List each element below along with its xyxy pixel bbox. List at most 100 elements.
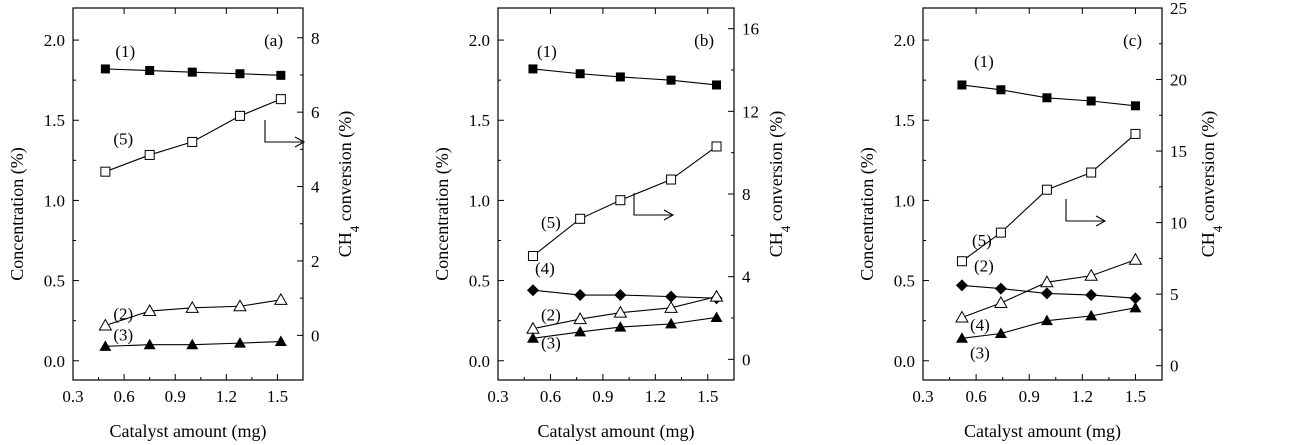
data-point: [233, 337, 246, 348]
data-point: [526, 284, 539, 297]
data-point: [1128, 252, 1143, 265]
data-point: [1041, 184, 1052, 195]
data-point: [995, 227, 1006, 238]
series-label: (5): [541, 213, 561, 232]
y-left-tick-label: 2.0: [44, 31, 65, 50]
data-point: [1042, 93, 1052, 103]
x-tick-label: 1.2: [216, 387, 237, 406]
series-label: (1): [537, 42, 557, 61]
y-right-tick-label: 25: [1170, 0, 1187, 18]
data-point: [233, 299, 247, 312]
series-label: (2): [974, 256, 994, 275]
x-tick-label: 0.3: [487, 387, 508, 406]
x-axis-title: Catalyst amount (mg): [964, 421, 1121, 442]
right-axis-arrow: [633, 193, 672, 216]
y-left-tick-label: 0.0: [469, 352, 490, 371]
data-point: [575, 69, 585, 79]
y-left-tick-label: 0.5: [469, 272, 490, 291]
y-right-tick-label: 4: [742, 268, 751, 287]
data-point: [1085, 289, 1098, 302]
data-point: [955, 332, 968, 343]
y-left-tick-label: 1.5: [44, 111, 65, 130]
y-right-tick-label: 5: [1170, 285, 1179, 304]
y-right-tick-label: 10: [1170, 214, 1187, 233]
data-point: [709, 289, 724, 302]
data-point: [664, 300, 678, 313]
data-point: [187, 67, 197, 77]
data-point: [185, 300, 200, 313]
data-point: [1129, 301, 1142, 313]
y-right-tick-label: 12: [742, 102, 759, 121]
arrow-head: [663, 209, 675, 221]
y-left-tick-label: 0.5: [894, 272, 915, 291]
data-point: [1086, 96, 1096, 106]
y-right-tick-label: 2: [311, 252, 320, 271]
data-point: [1130, 101, 1140, 111]
plot-frame: [922, 7, 1163, 381]
series-label: (1): [115, 42, 135, 61]
y-right-tick-label: 0: [742, 350, 751, 369]
y-left-tick-label: 1.0: [469, 191, 490, 210]
y-right-tick-label: 0: [311, 326, 320, 345]
data-point: [994, 282, 1007, 295]
series-label: (2): [541, 306, 561, 325]
data-point: [1084, 268, 1099, 281]
x-tick-label: 0.9: [592, 387, 613, 406]
y-left-axis-title: Concentration (%): [432, 147, 453, 280]
panel-label: (c): [1123, 31, 1142, 50]
chart-panel: 0.3 0.6 0.9 1.2 1.5 0.0 0.5 1.0 1.5 2.0 0 4 8 12 16 Cat…: [432, 7, 793, 442]
x-tick-label: 1.5: [697, 387, 718, 406]
x-tick-label: 1.2: [1072, 387, 1093, 406]
data-point: [273, 292, 288, 305]
series-label: (3): [541, 333, 561, 352]
data-point: [145, 66, 155, 76]
data-point: [712, 80, 722, 90]
data-point: [994, 327, 1007, 338]
x-axis-title: Catalyst amount (mg): [538, 421, 695, 442]
x-axis-title: Catalyst amount (mg): [110, 421, 267, 442]
data-point: [996, 85, 1006, 95]
y-left-tick-label: 2.0: [469, 31, 490, 50]
data-point: [187, 136, 198, 147]
y-right-tick-label: 0: [1170, 357, 1179, 376]
y-right-axis-title: CH4 conversion (%): [1198, 111, 1225, 257]
data-point: [573, 312, 588, 325]
y-right-tick-label: 16: [742, 20, 759, 39]
data-point: [957, 80, 967, 90]
data-point: [100, 166, 111, 177]
data-point: [615, 72, 625, 82]
data-point: [955, 310, 969, 323]
right-axis-arrow: [264, 120, 303, 143]
x-tick-label: 0.3: [62, 387, 83, 406]
panel-label: (a): [264, 31, 283, 50]
data-point: [99, 340, 112, 351]
data-point: [1040, 287, 1053, 300]
y-right-tick-label: 6: [311, 103, 320, 122]
y-left-tick-label: 0.0: [44, 352, 65, 371]
y-right-tick-label: 4: [311, 178, 320, 197]
data-point: [274, 335, 287, 347]
x-tick-label: 1.5: [1125, 387, 1146, 406]
data-point: [276, 70, 286, 80]
y-left-tick-label: 1.5: [469, 111, 490, 130]
x-tick-label: 0.6: [540, 387, 561, 406]
data-point: [235, 69, 245, 79]
y-left-tick-label: 0.5: [44, 272, 65, 291]
data-point: [186, 338, 199, 350]
data-point: [575, 213, 586, 224]
data-point: [956, 256, 967, 267]
data-point: [615, 195, 626, 206]
data-point: [613, 305, 628, 318]
data-point: [1040, 314, 1053, 326]
data-point: [1040, 275, 1054, 288]
x-tick-label: 0.9: [1019, 387, 1040, 406]
series-label: (1): [974, 52, 994, 71]
plot-frame: [72, 7, 304, 381]
y-left-tick-label: 1.0: [44, 191, 65, 210]
data-point: [1086, 167, 1097, 178]
y-right-tick-label: 15: [1170, 142, 1187, 161]
x-tick-label: 0.3: [912, 387, 933, 406]
data-point: [527, 251, 538, 261]
series-label: (4): [535, 259, 555, 278]
